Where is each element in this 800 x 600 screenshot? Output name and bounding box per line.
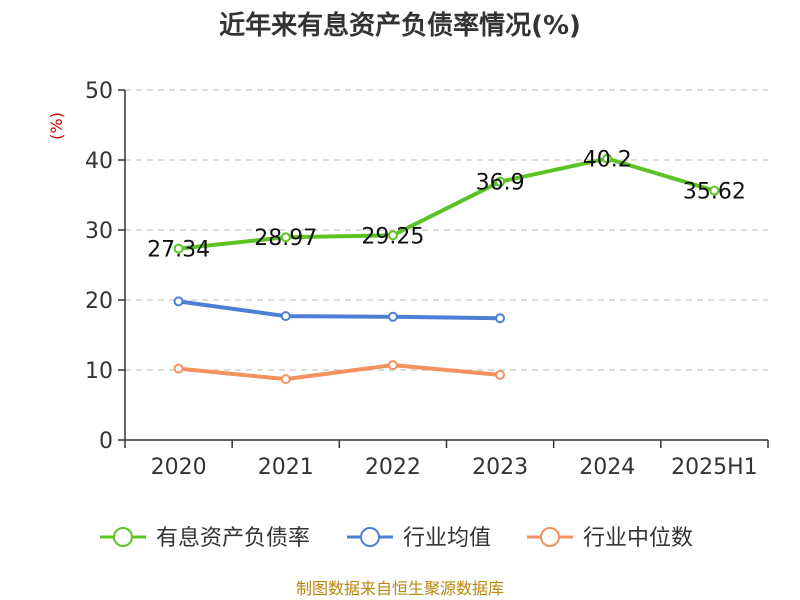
y-tick-label: 0 xyxy=(99,429,113,454)
data-label: 35.62 xyxy=(683,180,746,205)
data-label: 27.34 xyxy=(147,238,210,263)
legend-marker xyxy=(113,527,133,547)
y-tick-label: 10 xyxy=(85,359,113,384)
y-axis-unit-label: (%) xyxy=(47,112,66,140)
data-point xyxy=(280,374,291,385)
legend-item: 行业均值 xyxy=(347,526,491,551)
legend-label: 有息资产负债率 xyxy=(156,526,310,551)
data-label: 40.2 xyxy=(583,148,632,173)
data-label: 36.9 xyxy=(476,171,525,196)
data-point xyxy=(173,243,184,254)
axes xyxy=(118,89,769,448)
series-2 xyxy=(173,296,506,324)
y-tick-label: 30 xyxy=(85,219,113,244)
series-line xyxy=(176,156,717,251)
data-label: 28.97 xyxy=(254,226,317,251)
data-point xyxy=(173,363,184,374)
y-tick-labels: 0 10 20 30 40 50 xyxy=(85,79,113,454)
y-tick-label: 40 xyxy=(85,149,113,174)
y-tick-label: 50 xyxy=(85,79,113,104)
series-line xyxy=(176,363,503,382)
x-tick-label: 2022 xyxy=(365,455,421,480)
data-point xyxy=(387,311,398,322)
series-1: 27.34 28.97 29.25 36.9 40.2 35.62 xyxy=(147,148,746,263)
legend-label: 行业均值 xyxy=(403,526,491,551)
series-layer: 27.34 28.97 29.25 36.9 40.2 35.62 xyxy=(147,148,746,385)
x-tick-label: 2024 xyxy=(579,455,635,480)
data-point xyxy=(387,230,398,241)
series-3 xyxy=(173,360,506,385)
grid-lines xyxy=(125,89,768,371)
data-point xyxy=(495,369,506,380)
series-line xyxy=(176,299,503,321)
data-source-note: 制图数据来自恒生聚源数据库 xyxy=(296,579,504,598)
data-point xyxy=(387,360,398,371)
data-point xyxy=(495,313,506,324)
legend-label: 行业中位数 xyxy=(583,526,693,551)
legend-item: 有息资产负债率 xyxy=(100,526,310,551)
data-point xyxy=(280,311,291,322)
y-tick-label: 20 xyxy=(85,289,113,314)
legend-marker xyxy=(540,527,560,547)
data-label: 29.25 xyxy=(361,224,424,249)
data-point xyxy=(709,185,720,196)
chart-title: 近年来有息资产负债率情况(%) xyxy=(219,10,581,41)
data-point xyxy=(173,296,184,307)
legend-marker xyxy=(360,527,380,547)
x-tick-label: 2020 xyxy=(151,455,207,480)
x-tick-label: 2025H1 xyxy=(671,455,758,480)
data-point xyxy=(602,153,613,164)
x-tick-label: 2023 xyxy=(472,455,528,480)
legend-item: 行业中位数 xyxy=(527,526,693,551)
data-point xyxy=(280,232,291,243)
data-point xyxy=(495,176,506,187)
x-tick-labels: 2020 2021 2022 2023 2024 2025H1 xyxy=(151,455,758,480)
x-tick-label: 2021 xyxy=(258,455,314,480)
legend: 有息资产负债率 行业均值 行业中位数 xyxy=(100,526,693,551)
